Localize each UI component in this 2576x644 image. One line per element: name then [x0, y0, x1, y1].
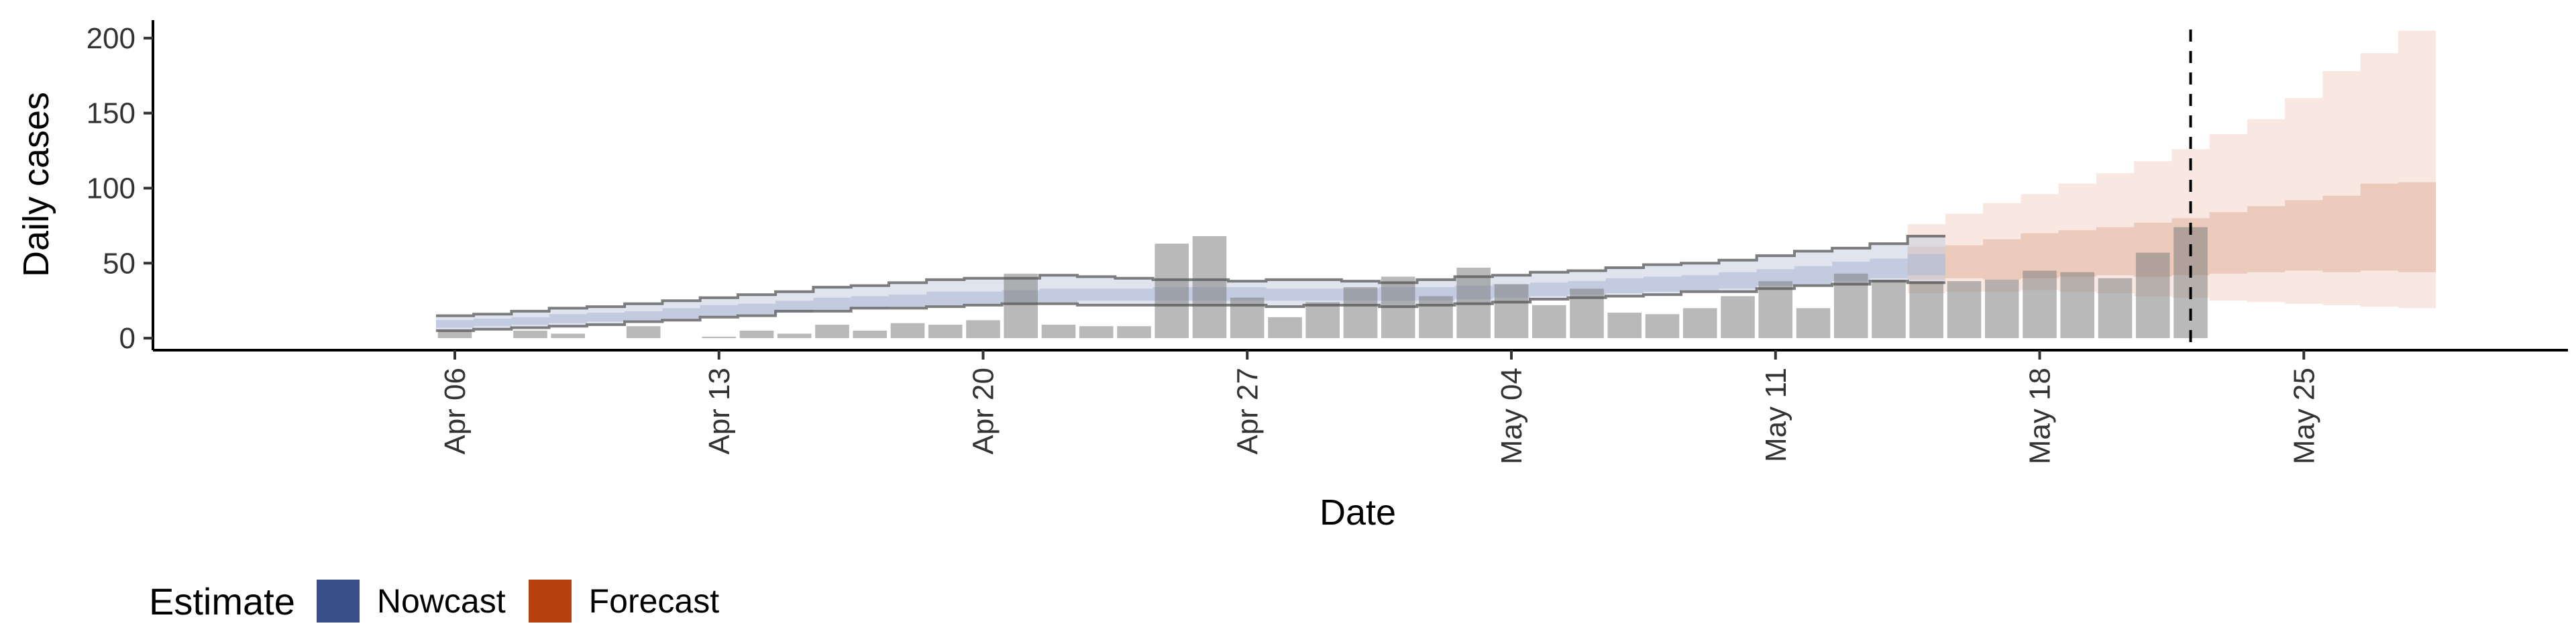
- y-tick-label: 50: [103, 247, 136, 280]
- case-bar: [739, 330, 774, 339]
- case-bar: [1796, 308, 1831, 339]
- y-axis-title: Daily cases: [16, 92, 56, 277]
- case-bar: [777, 333, 812, 339]
- case-bar: [1155, 244, 1189, 339]
- case-bar: [1419, 296, 1453, 339]
- case-bar: [1570, 288, 1604, 339]
- x-tick-label: May 04: [1495, 368, 1528, 464]
- nowcast-bound-lines-group: [435, 235, 1945, 332]
- bars-group: [437, 227, 2208, 339]
- case-bar: [1305, 302, 1340, 339]
- case-bar: [1004, 273, 1038, 339]
- case-bar: [1079, 326, 1114, 339]
- case-bar: [1607, 313, 1642, 339]
- case-bar: [2135, 252, 2170, 339]
- forecast-outer-band-group: [1907, 30, 2436, 309]
- legend-label-forecast: Forecast: [588, 582, 720, 620]
- case-bar: [1984, 279, 2019, 339]
- case-bar: [1532, 305, 1566, 339]
- x-tick-label: May 11: [1760, 368, 1792, 462]
- case-bar: [853, 330, 887, 339]
- case-bar: [2098, 278, 2133, 339]
- legend-swatch-nowcast: [316, 580, 360, 623]
- legend: Estimate Nowcast Forecast: [149, 574, 742, 628]
- case-bar: [1645, 314, 1680, 339]
- x-axis-title: Date: [1320, 492, 1396, 533]
- case-bar: [1947, 281, 1982, 339]
- legend-title: Estimate: [149, 580, 295, 623]
- forecast-inner-band-group: [1907, 182, 2436, 280]
- case-bar: [1268, 317, 1302, 339]
- forecast-outer-band: [1907, 30, 2436, 309]
- case-bar: [1721, 296, 1755, 339]
- case-bar: [1041, 325, 1076, 339]
- y-tick-label: 200: [87, 22, 136, 55]
- legend-item-nowcast: Nowcast: [316, 580, 506, 623]
- chart: 0 50 100 150 200 Apr 06 Apr 13 Apr 20 Apr 27 May…: [16, 20, 2568, 533]
- forecast-inner-band: [1907, 182, 2436, 280]
- case-bar: [1117, 326, 1151, 339]
- x-ticks-group: Apr 06 Apr 13 Apr 20 Apr 27 May 04 May 11 May …: [439, 350, 2320, 464]
- y-tick-label: 0: [119, 322, 136, 355]
- case-bar: [1682, 308, 1717, 339]
- case-bar: [702, 336, 736, 339]
- case-bar: [1230, 297, 1265, 339]
- case-bar: [626, 326, 661, 339]
- nowcast-lower-line: [435, 280, 1945, 332]
- case-bar: [2060, 272, 2094, 339]
- case-bar: [815, 325, 849, 339]
- case-bar: [1758, 281, 1792, 339]
- case-bar: [1909, 281, 1943, 339]
- case-bar: [1343, 287, 1378, 339]
- case-bar: [966, 320, 1000, 339]
- nowcast-inner-band: [435, 254, 1945, 328]
- nowcast-inner-band-group: [435, 254, 1945, 328]
- case-bar: [1494, 284, 1529, 339]
- x-tick-label: Apr 06: [439, 368, 472, 455]
- y-tick-label: 150: [87, 97, 136, 130]
- case-bar: [551, 333, 585, 339]
- x-tick-label: Apr 27: [1231, 368, 1264, 455]
- legend-label-nowcast: Nowcast: [376, 582, 506, 620]
- case-bar: [1872, 279, 1906, 339]
- x-tick-label: Apr 20: [967, 368, 1000, 455]
- y-tick-label: 100: [87, 172, 136, 205]
- x-tick-label: Apr 13: [703, 368, 736, 455]
- case-bar: [890, 323, 925, 339]
- legend-swatch-forecast: [528, 580, 572, 623]
- x-tick-label: May 18: [2024, 368, 2057, 464]
- case-bar: [513, 330, 547, 339]
- nowcast-upper-line: [435, 235, 1945, 317]
- x-tick-label: May 25: [2288, 368, 2320, 464]
- axes-group: [152, 20, 2568, 352]
- case-bar: [2174, 227, 2208, 339]
- case-bar: [928, 325, 963, 339]
- y-ticks-group: 0 50 100 150 200: [87, 22, 153, 355]
- case-bar: [1192, 236, 1227, 339]
- legend-item-forecast: Forecast: [528, 580, 720, 623]
- case-bar: [437, 330, 472, 339]
- case-bar: [2023, 270, 2057, 339]
